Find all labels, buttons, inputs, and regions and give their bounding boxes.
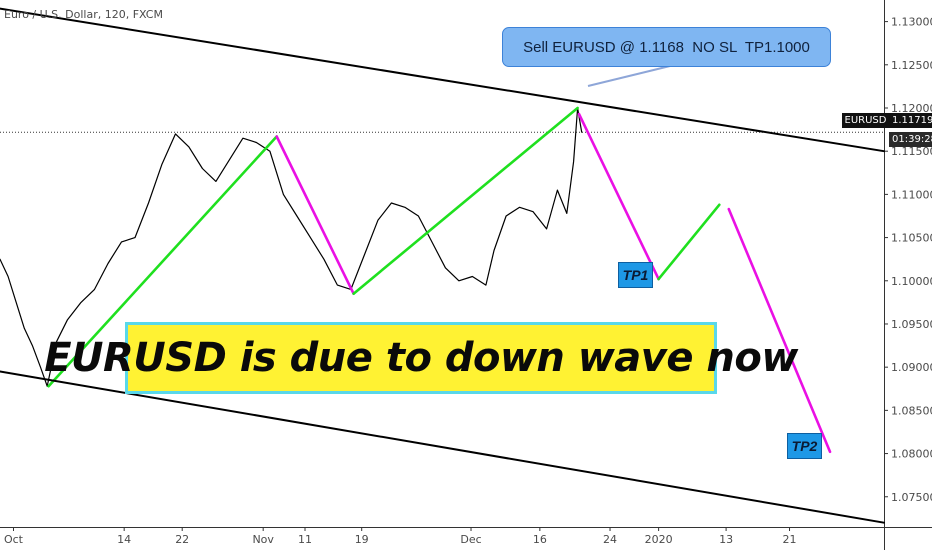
x-axis-ticks: Oct 14 22 Nov 11 19 Dec 16 24 2020 13 21 <box>4 527 797 546</box>
headline-banner: EURUSD is due to down wave now <box>44 322 798 394</box>
symbol-price-tag: EURUSD <box>842 113 889 128</box>
y-axis-ticks: 1.13000 1.12500 1.12000 1.11500 1.11000 1.105… <box>884 16 932 504</box>
x-tick-label: 14 <box>117 533 131 546</box>
y-tick-label: 1.12500 <box>891 59 932 72</box>
x-tick-label: 2020 <box>645 533 673 546</box>
y-tick-label: 1.10000 <box>891 275 932 288</box>
y-tick-label: 1.09000 <box>891 361 932 374</box>
y-tick-label: 1.12000 <box>891 102 932 115</box>
tp2-label: TP2 <box>787 433 822 459</box>
bar-countdown: 01:39:28 <box>889 132 932 147</box>
series-lines <box>0 7 885 524</box>
x-tick-label: Dec <box>460 533 481 546</box>
x-tick-label: 11 <box>298 533 312 546</box>
x-tick-label: 21 <box>783 533 797 546</box>
y-tick-label: 1.08500 <box>891 404 932 417</box>
plot-background <box>0 0 884 527</box>
wave-line <box>727 207 832 454</box>
y-tick-label: 1.11500 <box>891 145 932 158</box>
sell-callout[interactable]: Sell EURUSD @ 1.1168 NO SL TP1.1000 <box>502 27 831 67</box>
wave-line <box>657 203 721 281</box>
wave-line <box>275 135 355 296</box>
x-tick-label: 22 <box>175 533 189 546</box>
channel-line <box>0 370 885 524</box>
last-price-value: 1.11719 <box>889 113 932 128</box>
y-tick-label: 1.08000 <box>891 448 932 461</box>
wave-line <box>47 135 279 388</box>
y-tick-label: 1.07500 <box>891 491 932 504</box>
tp1-label: TP1 <box>618 262 653 288</box>
wave-line <box>352 106 579 296</box>
callout-pointer <box>587 65 671 87</box>
channel-line <box>0 7 885 153</box>
price-line <box>0 107 583 387</box>
x-tick-label: Nov <box>252 533 274 546</box>
wave-line <box>577 112 660 281</box>
y-tick-label: 1.13000 <box>891 16 932 29</box>
x-tick-label: 19 <box>355 533 369 546</box>
x-tick-label: 24 <box>603 533 617 546</box>
y-tick-label: 1.11000 <box>891 188 932 201</box>
x-tick-label: Oct <box>4 533 24 546</box>
y-tick-label: 1.09500 <box>891 318 932 331</box>
chart-symbol-title: Euro / U.S. Dollar, 120, FXCM <box>4 8 163 21</box>
x-tick-label: 13 <box>719 533 733 546</box>
y-tick-label: 1.10500 <box>891 232 932 245</box>
x-tick-label: 16 <box>533 533 547 546</box>
